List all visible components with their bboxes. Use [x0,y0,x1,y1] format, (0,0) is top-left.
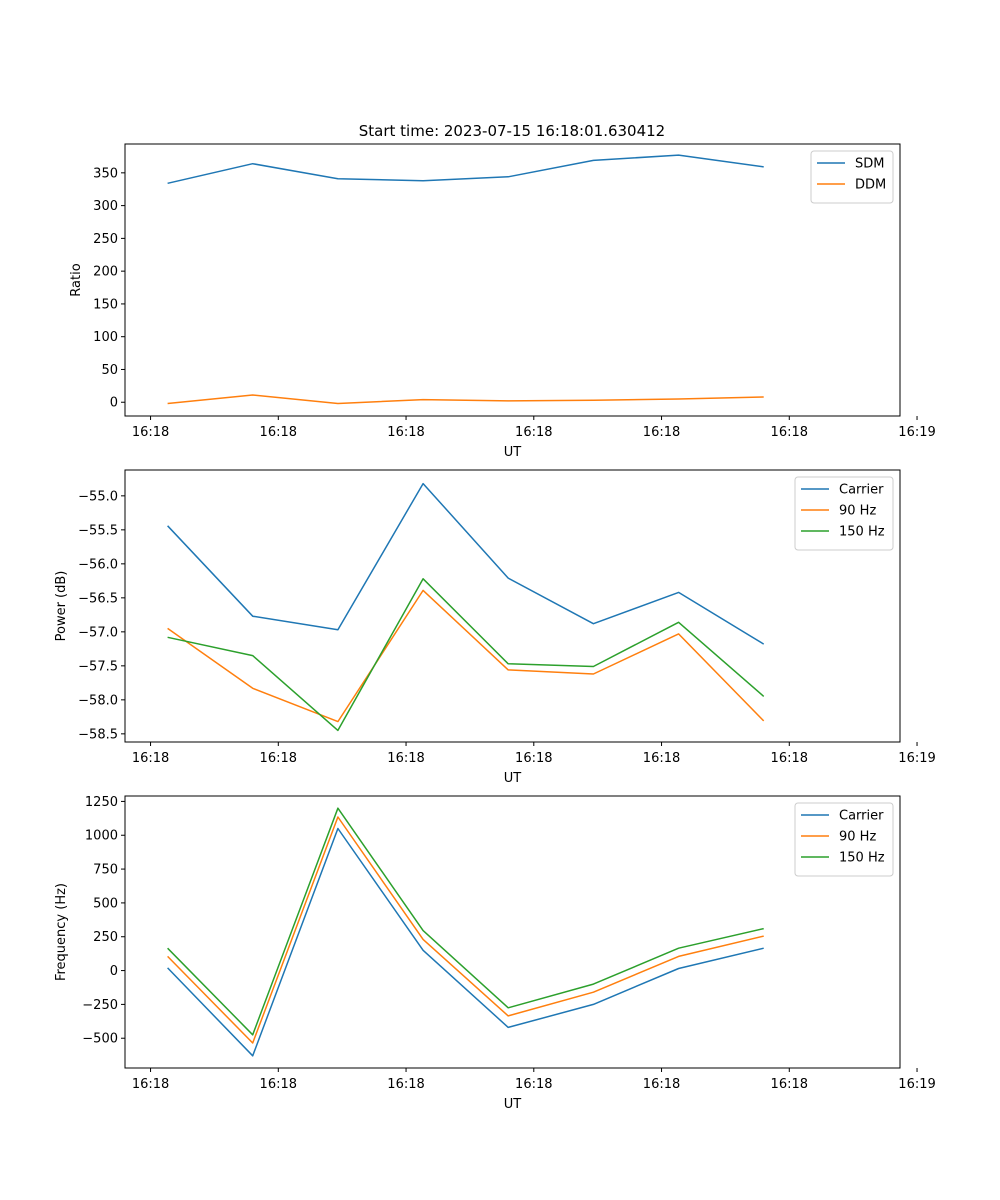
power-legend-label-90-hz: 90 Hz [839,504,876,519]
ratio-legend-label-sdm: SDM [855,157,884,172]
ratio-x-tick-label: 16:18 [771,425,808,440]
ratio-x-tick-label: 16:18 [132,425,169,440]
ratio-y-tick-label: 0 [110,396,118,411]
frequency-x-tick-label: 16:18 [515,1077,552,1092]
frequency-series-carrier-line [167,827,764,1057]
frequency-y-tick-label: −250 [82,998,118,1013]
power-y-tick-label: −57.0 [78,625,118,640]
ratio-y-tick-label: 50 [101,363,118,378]
frequency-legend-label-150-hz: 150 Hz [839,851,885,866]
ratio-legend: SDM DDM [810,150,894,204]
power-series-carrier-line [167,482,765,645]
power-x-tick-label: 16:18 [643,751,680,766]
power-series-90-hz-line [167,589,765,723]
power-x-tick-label: 16:18 [260,751,297,766]
ratio-y-tick-label: 150 [93,297,118,312]
power-x-tick-label: 16:18 [132,751,169,766]
ratio-series-ddm-line [167,394,764,405]
power-y-tick-label: −56.5 [78,591,118,606]
frequency-x-tick-label: 16:18 [643,1077,680,1092]
power-legend-label-carrier: Carrier [839,483,884,498]
ratio-x-tick-label: 16:18 [387,425,424,440]
ratio-legend-box [810,150,894,204]
ratio-x-tick-label: 16:18 [515,425,552,440]
frequency-axes-frame [124,795,901,1069]
frequency-y-axis-label: Frequency (Hz) [54,883,69,981]
frequency-x-tick-label: 16:18 [260,1077,297,1092]
frequency-panel: 16:18 16:18 16:18 16:18 16:18 16:18 16:19 −500 −… [54,795,936,1112]
power-y-tick-label: −58.0 [78,693,118,708]
ratio-panel: 16:18 16:18 16:18 16:18 16:18 16:18 16:19 0 50 10… [69,143,936,460]
power-legend: Carrier 90 Hz 150 Hz [794,476,894,551]
power-y-tick-label: −58.5 [78,727,118,742]
power-x-tick-label: 16:18 [387,751,424,766]
frequency-series-90-hz-line [167,816,764,1044]
power-axes-frame [124,469,901,743]
frequency-legend: Carrier 90 Hz 150 Hz [794,802,894,877]
frequency-series-150-hz-line [167,807,764,1036]
ratio-series-sdm-line [167,154,764,185]
ratio-y-tick-label: 250 [93,232,118,247]
frequency-y-tick-label: 250 [93,930,118,945]
power-y-tick-label: −55.0 [78,489,118,504]
ratio-legend-label-ddm: DDM [855,178,886,193]
frequency-y-tick-label: 750 [93,863,118,878]
frequency-x-tick-label: 16:18 [771,1077,808,1092]
power-y-axis-label: Power (dB) [54,571,69,642]
ratio-x-tick-label: 16:19 [898,425,935,440]
ratio-y-tick-label: 300 [93,199,118,214]
power-y-tick-label: −57.5 [78,659,118,674]
frequency-y-tick-label: −500 [82,1032,118,1047]
ratio-x-tick-label: 16:18 [260,425,297,440]
figure-title: Start time: 2023-07-15 16:18:01.630412 [359,122,665,140]
ratio-y-tick-label: 350 [93,166,118,181]
frequency-y-tick-label: 500 [93,896,118,911]
ratio-y-axis-label: Ratio [69,263,84,296]
power-panel: 16:18 16:18 16:18 16:18 16:18 16:18 16:19 −55.0… [54,469,936,786]
frequency-x-axis-label: UT [504,1097,522,1112]
frequency-x-tick-label: 16:18 [387,1077,424,1092]
ratio-y-tick-label: 200 [93,265,118,280]
power-x-tick-label: 16:18 [771,751,808,766]
power-x-axis-label: UT [504,771,522,786]
frequency-x-tick-label: 16:18 [132,1077,169,1092]
frequency-legend-label-carrier: Carrier [839,809,884,824]
power-x-tick-label: 16:19 [898,751,935,766]
ratio-x-axis-label: UT [504,445,522,460]
frequency-y-tick-label: 1250 [85,795,118,810]
frequency-legend-label-90-hz: 90 Hz [839,830,876,845]
frequency-x-tick-label: 16:19 [898,1077,935,1092]
power-y-tick-label: −56.0 [78,557,118,572]
power-x-tick-label: 16:18 [515,751,552,766]
frequency-y-tick-label: 0 [110,964,118,979]
power-y-tick-label: −55.5 [78,523,118,538]
frequency-y-tick-label: 1000 [85,829,118,844]
power-legend-label-150-hz: 150 Hz [839,525,885,540]
ratio-x-tick-label: 16:18 [643,425,680,440]
ratio-axes-frame [124,143,901,417]
ratio-y-tick-label: 100 [93,330,118,345]
power-series-150-hz-line [167,578,765,732]
